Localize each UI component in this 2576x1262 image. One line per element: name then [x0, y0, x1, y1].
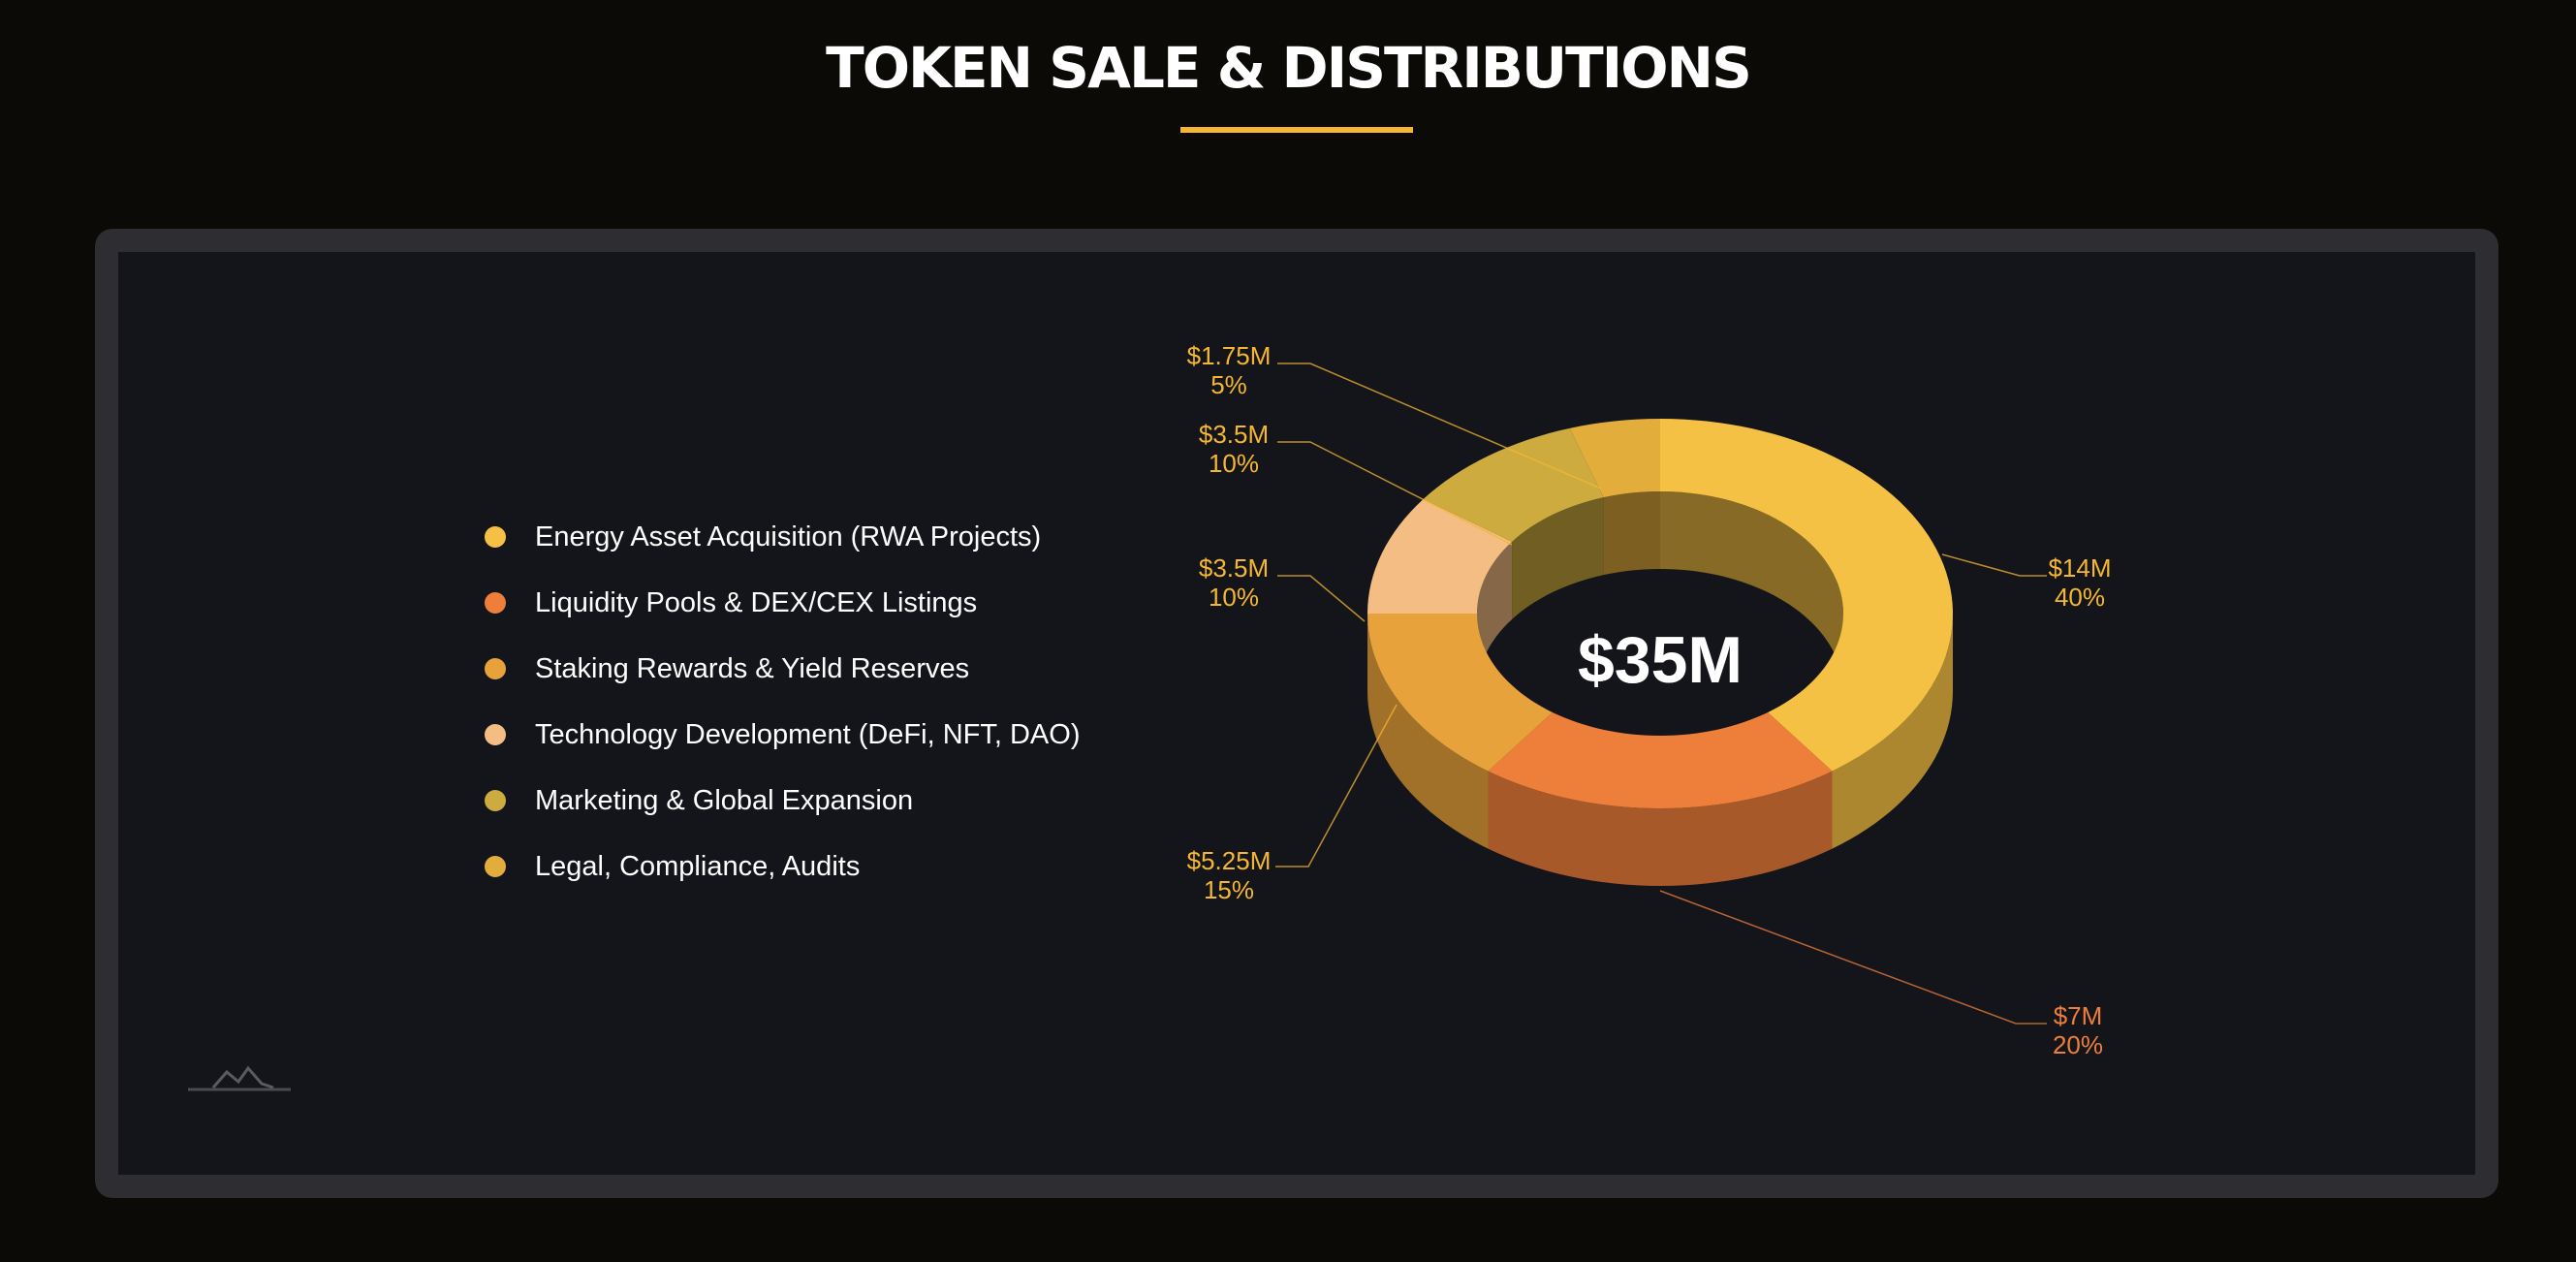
legend-swatch	[485, 856, 506, 877]
donut-inner-wall	[1660, 491, 1843, 691]
legend-item: Legal, Compliance, Audits	[485, 834, 1080, 899]
legend-swatch	[485, 658, 506, 679]
callout-leader-line	[1275, 704, 1398, 868]
donut-inner-wall	[1603, 491, 1660, 576]
callout-amount: $7M	[2054, 1001, 2103, 1030]
callout-amount: $3.5M	[1199, 420, 1269, 449]
donut-slice	[1367, 498, 1513, 614]
donut-slice	[1367, 614, 1553, 772]
donut-slice	[1569, 419, 1660, 498]
donut-callouts: $14M40%$7M20%$5.25M15%$3.5M10%$3.5M10%$1…	[1187, 341, 2112, 1059]
donut-outer-wall	[1832, 614, 1953, 849]
donut-inner-wall	[1512, 497, 1604, 619]
callout-percent: 5%	[1210, 370, 1247, 399]
title-underline	[1180, 127, 1413, 133]
callout-leader-line	[1659, 890, 2047, 1025]
callout-percent: 10%	[1209, 449, 1259, 478]
callout-amount: $5.25M	[1187, 846, 1272, 875]
legend-label: Staking Rewards & Yield Reserves	[535, 652, 970, 684]
chart-legend: Energy Asset Acquisition (RWA Projects) L…	[485, 504, 1080, 899]
callout-amount: $1.75M	[1187, 341, 1272, 370]
donut-side-walls	[1367, 491, 1953, 886]
legend-label: Legal, Compliance, Audits	[535, 850, 861, 882]
donut-slice	[1423, 427, 1604, 542]
donut-top-faces	[1367, 419, 1953, 808]
callout-leader-line	[1277, 363, 1602, 489]
donut-outer-wall	[1488, 771, 1833, 886]
donut-outer-wall	[1367, 614, 1489, 849]
legend-label: Technology Development (DeFi, NFT, DAO)	[535, 718, 1081, 750]
callout-percent: 40%	[2055, 583, 2105, 612]
donut-slice	[1488, 711, 1833, 808]
donut-center-total: $35M	[1578, 623, 1743, 697]
legend-swatch	[485, 526, 506, 548]
logo-icon	[188, 1065, 291, 1091]
callout-leader-line	[1277, 441, 1513, 546]
legend-item: Staking Rewards & Yield Reserves	[485, 636, 1080, 702]
callout-leader-line	[1277, 575, 1366, 622]
legend-item: Technology Development (DeFi, NFT, DAO)	[485, 702, 1080, 768]
legend-swatch	[485, 724, 506, 745]
legend-item: Energy Asset Acquisition (RWA Projects)	[485, 504, 1080, 570]
legend-label: Liquidity Pools & DEX/CEX Listings	[535, 586, 978, 618]
legend-item: Marketing & Global Expansion	[485, 768, 1080, 834]
callout-leader-line	[1941, 553, 2047, 577]
callout-amount: $14M	[2048, 553, 2111, 583]
page-title: TOKEN SALE & DISTRIBUTIONS	[826, 35, 1752, 101]
legend-label: Marketing & Global Expansion	[535, 784, 914, 816]
chart-card	[95, 229, 2498, 1198]
legend-item: Liquidity Pools & DEX/CEX Listings	[485, 570, 1080, 636]
donut-slice	[1660, 419, 1953, 772]
legend-swatch	[485, 790, 506, 811]
callout-percent: 15%	[1204, 875, 1254, 904]
callout-percent: 20%	[2053, 1030, 2103, 1059]
callout-percent: 10%	[1209, 583, 1259, 612]
legend-swatch	[485, 592, 506, 614]
legend-label: Energy Asset Acquisition (RWA Projects)	[535, 521, 1042, 552]
callout-amount: $3.5M	[1199, 553, 1269, 583]
